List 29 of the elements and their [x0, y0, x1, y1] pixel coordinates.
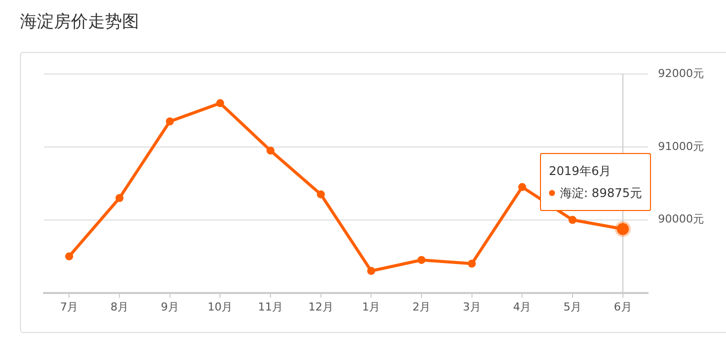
- x-tick-label: 1月: [362, 300, 380, 314]
- x-tick-label: 10月: [208, 300, 233, 314]
- x-tick-label: 7月: [60, 300, 78, 314]
- x-tick-label: 11月: [258, 300, 284, 314]
- x-tick-label: 8月: [110, 300, 128, 314]
- point: [216, 99, 224, 108]
- point: [367, 266, 376, 275]
- point: [418, 256, 426, 264]
- point: [266, 146, 275, 155]
- point: [166, 117, 174, 126]
- point: [316, 190, 325, 198]
- point: [116, 194, 124, 202]
- chart-title: 海淀房价走势图: [20, 11, 139, 33]
- annotation: 2019年6月: [548, 162, 612, 180]
- y-tick-label: 91000元: [658, 140, 704, 153]
- point: [568, 216, 577, 224]
- x-tick-label: 4月: [513, 300, 532, 314]
- point: [468, 260, 476, 268]
- x-tick-label: 2月: [412, 300, 431, 314]
- annotation: 海淀: 89875元: [560, 184, 642, 202]
- x-tick-label: 9月: [160, 300, 179, 314]
- x-tick-label: 6月: [614, 300, 632, 314]
- point: [65, 252, 74, 260]
- y-tick-label: 92000元: [658, 66, 704, 80]
- point: [518, 183, 526, 192]
- x-tick-label: 5月: [564, 300, 582, 314]
- x-tick-label: 3月: [462, 300, 481, 314]
- x-tick-label: 12月: [308, 300, 334, 314]
- y-tick-label: 90000元: [658, 212, 704, 226]
